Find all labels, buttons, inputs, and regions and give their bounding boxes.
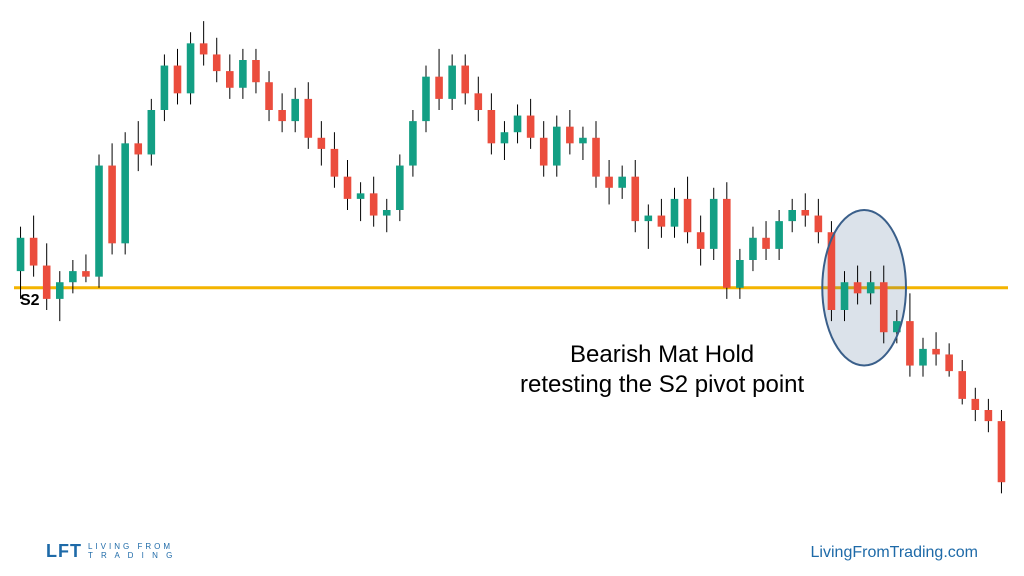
logo-acronym: LFT — [46, 541, 82, 562]
support-label: S2 — [20, 292, 40, 310]
candlestick-chart — [0, 0, 1024, 576]
brand-logo: LFT LIVING FROM T R A D I N G — [46, 541, 175, 562]
chart-annotation: Bearish Mat Hold retesting the S2 pivot … — [520, 340, 804, 400]
site-url: LivingFromTrading.com — [811, 544, 978, 562]
annotation-line2: retesting the S2 pivot point — [520, 370, 804, 400]
annotation-line1: Bearish Mat Hold — [520, 340, 804, 370]
logo-subtext: LIVING FROM T R A D I N G — [88, 543, 175, 561]
